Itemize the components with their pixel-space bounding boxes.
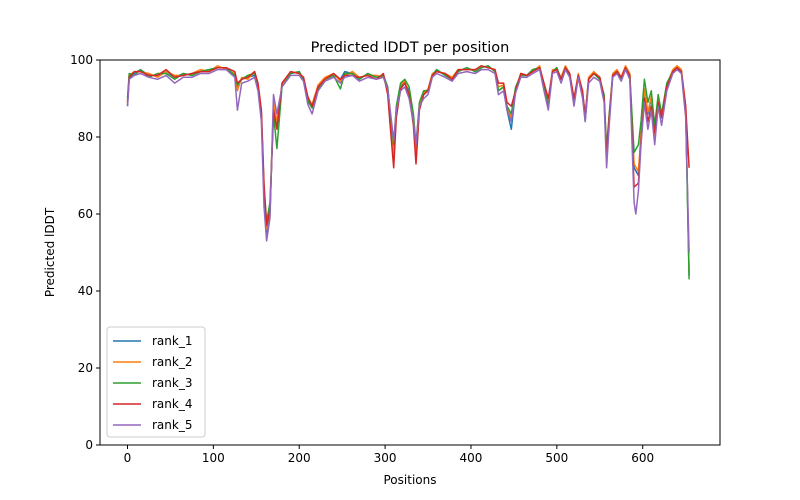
y-axis: 0 20 40 60 80 100 — [70, 53, 100, 452]
y-axis-label: Predicted lDDT — [43, 207, 57, 297]
x-tick-label: 0 — [124, 451, 132, 465]
legend-label-rank_2: rank_2 — [152, 355, 192, 369]
x-tick-label: 300 — [374, 451, 397, 465]
x-tick-label: 200 — [288, 451, 311, 465]
y-tick-label: 60 — [78, 207, 93, 221]
y-tick-label: 80 — [78, 130, 93, 144]
series-line-rank_4 — [126, 65, 690, 227]
chart-title: Predicted lDDT per position — [311, 40, 510, 56]
legend-box — [106, 326, 206, 438]
x-tick-label: 100 — [202, 451, 225, 465]
x-tick-label: 500 — [545, 451, 568, 465]
legend-label-rank_1: rank_1 — [152, 334, 192, 348]
x-tick-label: 400 — [460, 451, 483, 465]
x-axis-label: Positions — [384, 473, 437, 487]
legend: rank_1 rank_2 rank_3 rank_4 rank_5 — [106, 326, 206, 438]
legend-label-rank_3: rank_3 — [152, 376, 192, 390]
series-layer — [126, 65, 690, 280]
plot-frame — [99, 59, 721, 446]
y-tick-label: 20 — [78, 361, 93, 375]
y-tick-label: 0 — [85, 438, 93, 452]
x-tick-label: 600 — [631, 451, 654, 465]
y-tick-label: 40 — [78, 284, 93, 298]
legend-label-rank_5: rank_5 — [152, 418, 192, 432]
legend-label-rank_4: rank_4 — [152, 397, 192, 411]
y-tick-label: 100 — [70, 53, 93, 67]
x-axis: 0 100 200 300 400 500 600 — [124, 445, 654, 465]
series-line-rank_5 — [126, 68, 690, 253]
